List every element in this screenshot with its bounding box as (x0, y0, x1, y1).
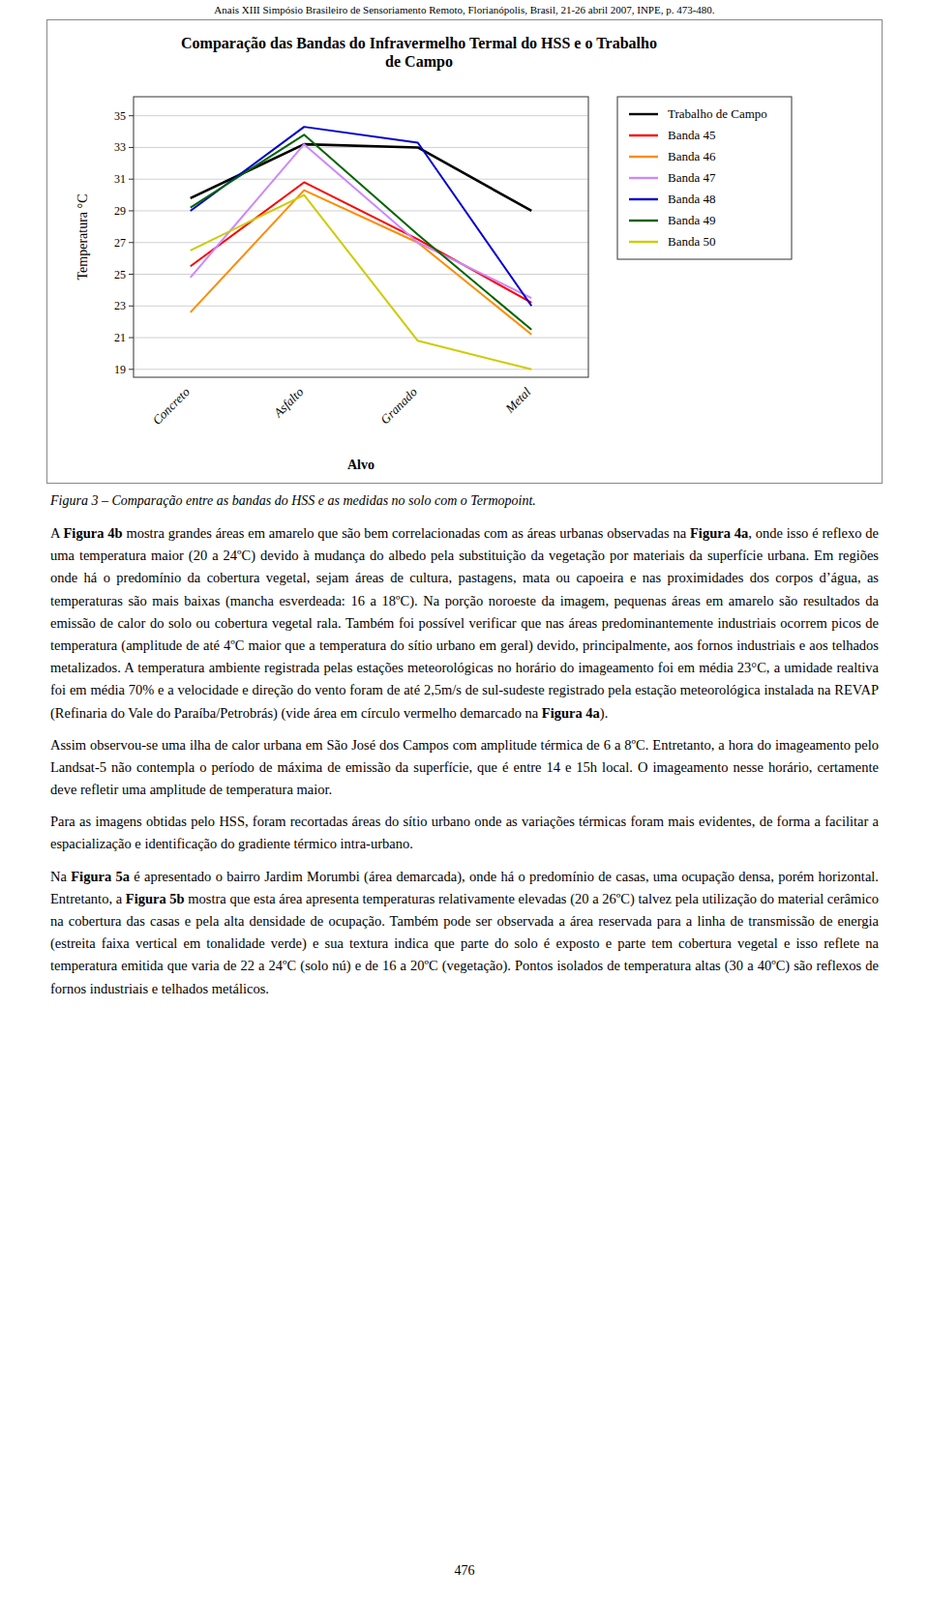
x-tick-label: Concreto (149, 384, 193, 428)
y-axis-label: Temperatura °C (75, 194, 90, 281)
y-tick-label: 35 (114, 109, 126, 123)
y-tick-label: 23 (114, 299, 126, 313)
legend-label: Banda 50 (667, 234, 716, 249)
text: mostra grandes áreas em amarelo que são … (122, 525, 690, 541)
legend-swatch (629, 155, 659, 158)
text: ). (599, 705, 608, 721)
legend-label: Banda 49 (667, 212, 716, 228)
y-tick-label: 19 (114, 362, 126, 377)
text: mostra que esta área apresenta temperatu… (50, 891, 879, 997)
bold-text: Figura 5b (125, 891, 185, 907)
legend-swatch (629, 177, 659, 180)
y-tick (128, 337, 134, 339)
grid-line (133, 368, 589, 370)
y-tick (128, 273, 134, 275)
text: Para as imagens obtidas pelo HSS, foram … (50, 813, 879, 852)
y-tick-label: 21 (114, 330, 126, 345)
y-tick-label: 31 (114, 172, 126, 186)
legend-label: Banda 48 (667, 191, 716, 207)
chart-title: Comparação das Bandas do Infravermelho T… (180, 34, 658, 71)
y-tick-label: 27 (114, 236, 126, 250)
panel-border (47, 20, 883, 484)
bold-text: Figura 4a (689, 525, 749, 541)
legend-label: Banda 45 (667, 127, 716, 143)
grid-line (133, 305, 589, 307)
page-header: Anais XIII Simpósio Brasileiro de Sensor… (0, 0, 929, 16)
paragraph: Na Figura 5a é apresentado o bairro Jard… (50, 866, 879, 1001)
legend-swatch (629, 219, 659, 222)
y-tick (128, 147, 134, 149)
series-group (190, 126, 533, 370)
legend-box (617, 96, 792, 260)
paragraph: Assim observou-se uma ilha de calor urba… (50, 734, 879, 803)
y-tick (128, 368, 134, 370)
series-line (190, 195, 533, 370)
y-tick (128, 241, 134, 243)
legend-label: Trabalho de Campo (667, 106, 768, 121)
y-tick (128, 209, 134, 211)
y-tick (128, 305, 134, 307)
grid-line (133, 241, 589, 243)
series-line (190, 144, 533, 299)
text: , onde isso é reflexo de uma temperatura… (50, 525, 879, 721)
x-tick-label: Granado (377, 384, 420, 427)
bold-text: Figura 5a (70, 869, 130, 885)
figure-caption: Figura 3 – Comparação entre as bandas do… (50, 493, 879, 510)
chart-title-line: Comparação das Bandas do Infravermelho T… (180, 34, 658, 53)
series-line (190, 134, 533, 330)
series-line (190, 144, 533, 211)
bold-text: Figura 4b (63, 525, 123, 541)
legend-swatch (629, 113, 659, 116)
bold-text: Figura 4a (541, 705, 600, 721)
legend-label: Banda 46 (667, 149, 717, 164)
chart-title-line: de Campo (385, 53, 453, 71)
series-line (190, 181, 533, 303)
y-tick-label: 29 (114, 204, 126, 218)
legend-swatch (629, 134, 659, 137)
y-tick (128, 179, 134, 180)
y-tick-label: 25 (114, 268, 126, 282)
chart: Comparação das Bandas do Infravermelho T… (46, 19, 883, 484)
paragraph: Para as imagens obtidas pelo HSS, foram … (50, 810, 879, 856)
legend-swatch (629, 240, 659, 243)
series-line (190, 190, 533, 335)
x-axis-label: Alvo (347, 457, 375, 473)
grid-line (133, 179, 589, 180)
grid-line (133, 115, 589, 117)
series-line (190, 126, 533, 306)
grid-line (133, 337, 589, 339)
legend-swatch (629, 198, 659, 201)
text: Na (50, 869, 71, 885)
x-tick-label: Metal (502, 384, 535, 417)
page-number: 476 (0, 1563, 929, 1580)
legend-label: Banda 47 (667, 170, 717, 185)
plot-frame (133, 96, 589, 378)
x-tick-label: Asfalto (269, 384, 307, 421)
paragraph: A Figura 4b mostra grandes áreas em amar… (50, 522, 879, 725)
grid-line (133, 273, 589, 275)
body-text: Figura 3 – Comparação entre as bandas do… (0, 493, 929, 1001)
text: Assim observou-se uma ilha de calor urba… (50, 737, 879, 798)
y-tick-label: 33 (114, 140, 126, 154)
text: A (50, 525, 64, 541)
y-tick (128, 115, 134, 117)
